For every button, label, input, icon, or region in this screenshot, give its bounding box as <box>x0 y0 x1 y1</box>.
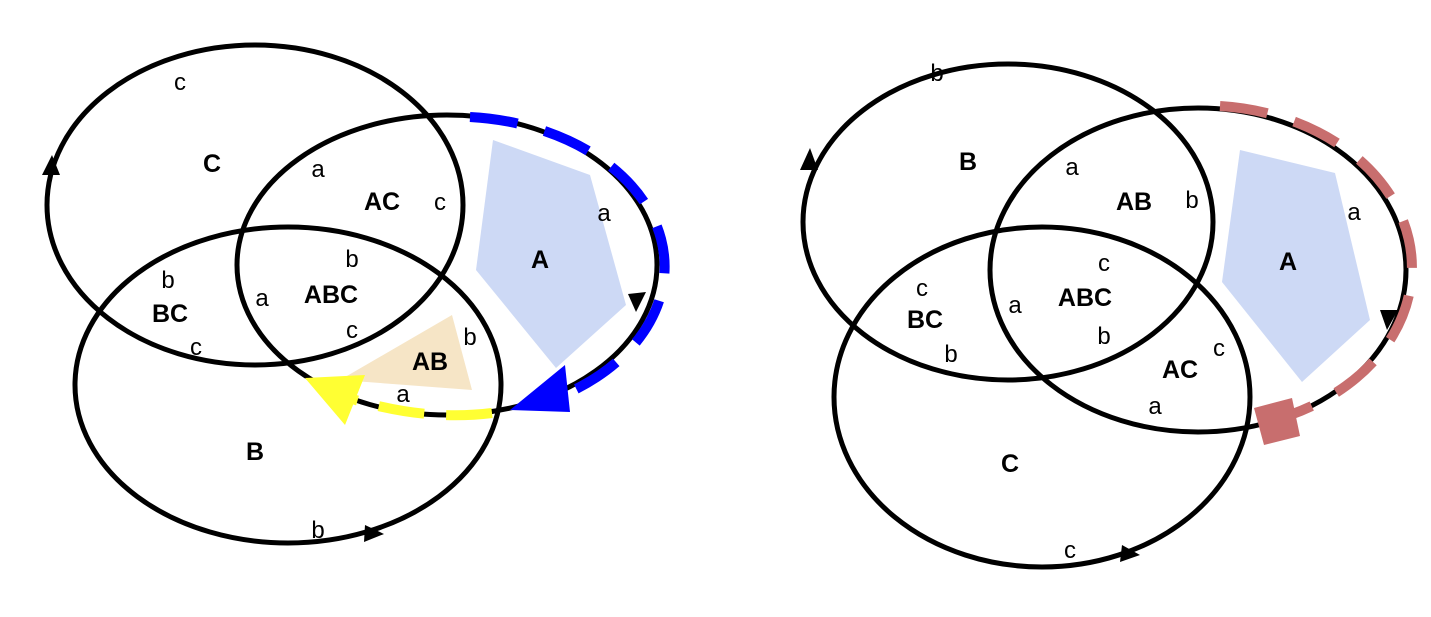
right-venn-diagram: B AB A BC ABC AC C b a b a c a b c b c a… <box>800 60 1417 570</box>
left-region-ab-fill <box>340 315 472 390</box>
left-circle-b <box>72 224 504 546</box>
left-letter: b <box>345 246 358 273</box>
left-letter: c <box>174 69 186 96</box>
right-arrow-c <box>1120 545 1140 562</box>
right-letter: c <box>1064 537 1076 564</box>
left-letter: c <box>346 317 358 344</box>
right-label-abc: ABC <box>1058 284 1112 312</box>
right-label-bc: BC <box>907 306 943 334</box>
right-letter: a <box>1008 292 1022 319</box>
right-label-b: B <box>959 148 977 176</box>
left-yellow-arrowhead <box>305 375 365 425</box>
left-letter: c <box>190 334 202 361</box>
left-label-c: C <box>203 150 221 178</box>
left-yellow-dashed-arc <box>338 390 493 421</box>
right-letter: a <box>1347 199 1361 226</box>
right-letter: c <box>1213 335 1225 362</box>
right-circle-c <box>831 224 1253 570</box>
left-blue-arrowhead <box>510 365 570 412</box>
right-letter: a <box>1148 393 1162 420</box>
left-letter: b <box>311 517 324 544</box>
left-label-ab: AB <box>412 348 448 376</box>
right-rose-square-marker <box>1254 398 1300 445</box>
right-letter: b <box>944 341 957 368</box>
left-letter: a <box>311 156 325 183</box>
left-letter: a <box>255 285 269 312</box>
right-letter: b <box>1097 323 1110 350</box>
right-arrow-a <box>1380 310 1398 330</box>
left-letter: a <box>597 200 611 227</box>
right-letter: a <box>1065 154 1079 181</box>
left-letter: a <box>396 381 410 408</box>
left-label-bc: BC <box>152 300 188 328</box>
right-label-a: A <box>1279 248 1297 276</box>
left-label-b: B <box>246 438 264 466</box>
right-circle-a <box>987 105 1409 435</box>
left-label-ac: AC <box>364 188 400 216</box>
right-letter: b <box>930 60 943 87</box>
right-letter: b <box>1185 187 1198 214</box>
right-rose-dashed-arc <box>1219 101 1417 420</box>
right-letter: c <box>1098 250 1110 277</box>
right-letter: c <box>916 275 928 302</box>
left-arrow-a <box>628 292 646 312</box>
left-circle-c <box>44 42 466 368</box>
right-arrow-b <box>800 148 818 170</box>
left-arrow-b <box>364 525 384 542</box>
left-letter: b <box>161 267 174 294</box>
right-label-ab: AB <box>1116 188 1152 216</box>
left-region-a-fill <box>476 140 626 368</box>
right-region-a-fill <box>1222 150 1370 382</box>
left-arrow-c <box>42 155 60 175</box>
left-label-abc: ABC <box>304 281 358 309</box>
right-circle-b <box>800 61 1216 383</box>
left-letter: c <box>434 189 446 216</box>
left-letter: b <box>463 324 476 351</box>
right-label-c: C <box>1001 450 1019 478</box>
left-blue-dashed-arc <box>469 112 670 407</box>
left-label-a: A <box>531 246 549 274</box>
left-venn-diagram: C AC A BC ABC AB B c a c a b a c b c b a… <box>42 42 670 546</box>
right-label-ac: AC <box>1162 356 1198 384</box>
